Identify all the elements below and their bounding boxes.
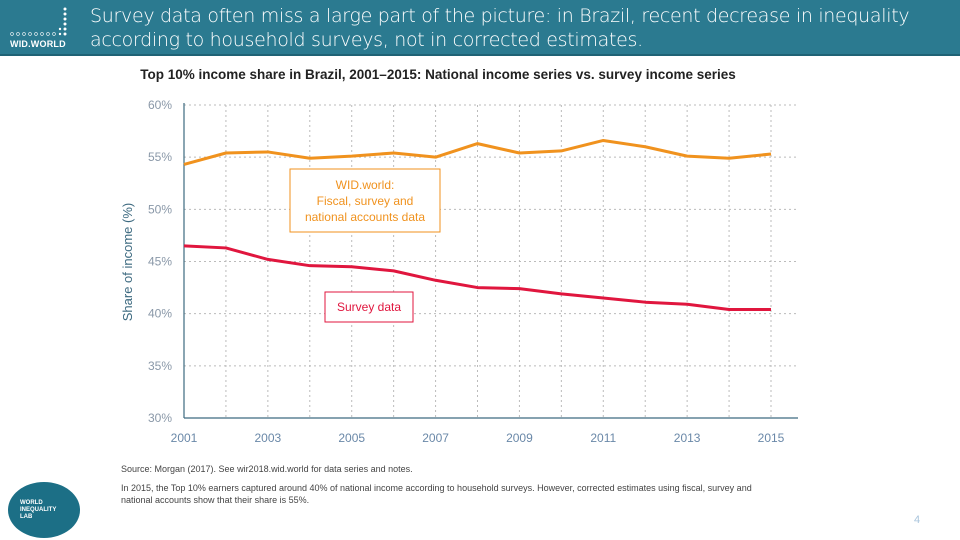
series-label: Fiscal, survey and xyxy=(317,194,414,208)
series-label: WID.world: xyxy=(336,178,395,192)
y-axis-label: Share of income (%) xyxy=(120,203,135,322)
slide-header: WID.WORLD Survey data often miss a large… xyxy=(0,0,960,56)
inequality-lab-logo xyxy=(8,482,80,538)
source-note: Source: Morgan (2017). See wir2018.wid.w… xyxy=(121,464,413,474)
x-tick-label: 2013 xyxy=(674,431,701,445)
y-tick-label: 50% xyxy=(148,202,172,216)
x-tick-label: 2007 xyxy=(422,431,449,445)
wid-world-logo: WID.WORLD xyxy=(8,6,78,50)
y-tick-label: 55% xyxy=(148,150,172,164)
x-tick-label: 2005 xyxy=(338,431,365,445)
x-tick-label: 2003 xyxy=(255,431,282,445)
chart-note: In 2015, the Top 10% earners captured ar… xyxy=(121,483,752,505)
logo-text: WID.WORLD xyxy=(10,39,66,49)
x-tick-label: 2001 xyxy=(171,431,198,445)
series-label: national accounts data xyxy=(305,210,425,224)
chart-title: Top 10% income share in Brazil, 2001–201… xyxy=(140,67,736,82)
series-label-box xyxy=(289,168,441,233)
dots-icon xyxy=(10,7,67,36)
y-tick-label: 45% xyxy=(148,255,172,269)
y-tick-label: 40% xyxy=(148,307,172,321)
x-tick-label: 2015 xyxy=(758,431,785,445)
page-number: 4 xyxy=(914,514,921,526)
lab-logo-text: WORLD INEQUALITY LAB xyxy=(20,500,57,520)
slide-title: Survey data often miss a large part of t… xyxy=(90,5,910,51)
y-tick-label: 60% xyxy=(148,98,172,112)
y-tick-label: 35% xyxy=(148,359,172,373)
series-label-box xyxy=(324,291,414,323)
series-label: Survey data xyxy=(337,300,401,314)
y-tick-label: 30% xyxy=(148,411,172,425)
x-tick-label: 2009 xyxy=(506,431,533,445)
line-chart: Top 10% income share in Brazil, 2001–201… xyxy=(120,67,798,445)
x-tick-label: 2011 xyxy=(590,431,616,445)
